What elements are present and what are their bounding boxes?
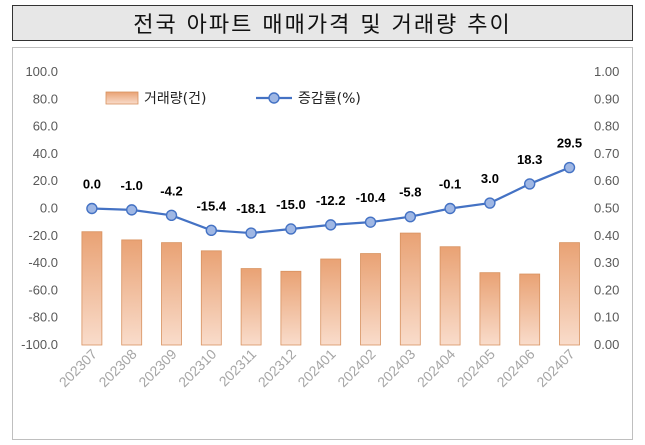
data-label: 0.0 <box>83 177 101 192</box>
right-tick-label: 0.70 <box>594 146 619 161</box>
right-tick-label: 0.50 <box>594 201 619 216</box>
x-tick-label: 202309 <box>135 346 179 390</box>
left-tick-label: -100.0 <box>21 337 58 352</box>
line-marker <box>484 197 496 209</box>
data-label: -15.4 <box>196 198 226 213</box>
bar <box>519 273 541 346</box>
right-tick-label: 0.10 <box>594 310 619 325</box>
left-tick-label: -80.0 <box>28 310 58 325</box>
bar <box>559 242 580 346</box>
right-tick-label: 0.00 <box>594 337 619 352</box>
right-axis: 1.00 0.90 0.80 0.70 0.60 0.50 0.40 0.30 0.20 0.10… <box>594 64 619 352</box>
left-tick-label: 0.0 <box>40 201 58 216</box>
bar <box>121 239 143 346</box>
bar <box>479 272 501 346</box>
bar <box>399 232 421 346</box>
x-tick-label: 202310 <box>175 346 219 390</box>
line-marker <box>563 161 576 174</box>
data-label: -18.1 <box>236 201 266 216</box>
left-tick-label: 60.0 <box>33 119 58 134</box>
x-tick-label: 202312 <box>255 346 299 390</box>
right-tick-label: 0.90 <box>594 91 619 106</box>
bar <box>439 246 461 346</box>
line-marker <box>364 216 377 228</box>
x-tick-label: 202401 <box>294 346 338 390</box>
line-marker <box>165 209 178 222</box>
x-axis: 2023072023082023092023102023112023122024… <box>56 346 578 390</box>
data-label: 3.0 <box>481 171 499 186</box>
bar <box>200 250 222 346</box>
line-marker <box>285 223 297 235</box>
data-label: -5.8 <box>399 185 421 200</box>
left-tick-label: 20.0 <box>33 173 58 188</box>
right-tick-label: 0.80 <box>594 119 619 134</box>
x-tick-label: 202311 <box>216 346 260 390</box>
data-labels: 0.0 -1.0 -4.2 -15.4 -18.1 -15.0 -12.2 -10.4 -5.8… <box>83 136 582 217</box>
data-label: -12.2 <box>316 193 346 208</box>
line-series <box>86 161 576 239</box>
bar <box>161 242 182 346</box>
x-tick-label: 202407 <box>533 346 577 390</box>
data-label: 18.3 <box>517 152 542 167</box>
data-label: -15.0 <box>276 197 306 212</box>
chart-frame <box>12 47 633 440</box>
line-marker <box>444 202 456 215</box>
left-tick-label: -60.0 <box>28 282 58 297</box>
line-marker <box>524 178 536 190</box>
x-tick-label: 202404 <box>414 346 458 390</box>
data-label: -10.4 <box>356 190 386 205</box>
line-marker <box>86 202 98 215</box>
line-marker <box>325 219 337 231</box>
legend-line-marker <box>268 92 280 104</box>
bar <box>320 258 342 346</box>
line-marker <box>404 210 416 223</box>
left-tick-label: 80.0 <box>33 91 58 106</box>
x-tick-label: 202405 <box>454 346 498 390</box>
bar <box>280 270 302 346</box>
line-marker <box>205 224 218 237</box>
chart-title: 전국 아파트 매매가격 및 거래량 추이 <box>133 13 512 38</box>
left-tick-label: 100.0 <box>25 64 58 79</box>
legend-bar-swatch <box>105 91 139 105</box>
data-label: -0.1 <box>439 177 461 192</box>
x-tick-label: 202307 <box>56 346 100 390</box>
left-tick-label: -40.0 <box>28 255 58 270</box>
right-tick-label: 0.60 <box>594 173 619 188</box>
left-tick-label: 40.0 <box>33 146 58 161</box>
left-tick-label: -20.0 <box>28 228 58 243</box>
line-marker <box>125 204 138 216</box>
legend-bar-label: 거래량(건) <box>144 91 206 107</box>
legend-line-label: 증감률(%) <box>298 91 361 107</box>
right-tick-label: 0.30 <box>594 255 619 270</box>
bar <box>360 253 381 346</box>
right-tick-label: 0.20 <box>594 282 619 297</box>
line-marker <box>245 227 257 239</box>
x-tick-label: 202403 <box>374 346 418 390</box>
x-tick-label: 202308 <box>95 346 139 390</box>
legend: 거래량(건) 증감률(%) <box>105 91 361 107</box>
bar <box>240 268 262 346</box>
data-label: -1.0 <box>120 178 142 193</box>
right-tick-label: 1.00 <box>594 64 619 79</box>
data-label: 29.5 <box>557 136 582 151</box>
data-label: -4.2 <box>160 183 182 198</box>
bar-series <box>81 231 580 346</box>
bar <box>81 231 103 346</box>
right-tick-label: 0.40 <box>594 228 619 243</box>
x-tick-label: 202406 <box>493 346 537 390</box>
x-tick-label: 202402 <box>334 346 378 390</box>
chart-title-box: 전국 아파트 매매가격 및 거래량 추이 <box>12 5 633 41</box>
left-axis: 100.0 80.0 60.0 40.0 20.0 0.0 -20.0 -40.0 -60.0 -… <box>21 64 58 352</box>
